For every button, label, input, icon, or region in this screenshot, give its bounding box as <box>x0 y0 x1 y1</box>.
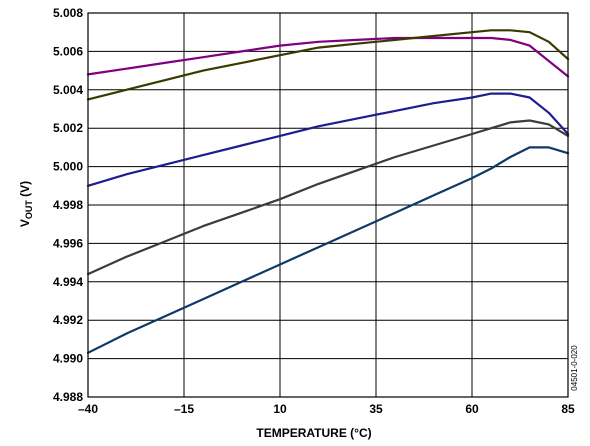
y-tick-label: 4.994 <box>53 275 83 289</box>
x-tick-label: –40 <box>78 402 98 416</box>
y-tick-label: 4.996 <box>53 236 83 250</box>
x-axis-tick-labels: –40 –15 10 35 60 85 <box>78 402 575 416</box>
plot-series <box>86 29 570 354</box>
y-tick-label: 5.008 <box>53 6 83 20</box>
y-axis-tick-labels: 4.988 4.990 4.992 4.994 4.996 4.998 5.000 5.002… <box>53 6 83 404</box>
x-tick-label: 35 <box>369 402 383 416</box>
series-line-5 <box>86 146 570 354</box>
series-line-3 <box>86 92 570 187</box>
y-tick-label: 5.000 <box>53 160 83 174</box>
y-tick-label: 4.998 <box>53 198 83 212</box>
x-tick-label: –15 <box>174 402 194 416</box>
figure-id: 04501-0-020 <box>570 345 579 391</box>
y-tick-label: 4.992 <box>53 313 83 327</box>
x-axis-title: TEMPERATURE (°C) <box>256 426 371 440</box>
y-axis-title-main: V <box>18 219 32 227</box>
x-tick-label: 85 <box>561 402 575 416</box>
series-line-4 <box>86 119 570 276</box>
x-tick-label: 60 <box>465 402 479 416</box>
y-tick-label: 4.988 <box>53 390 83 404</box>
y-tick-label: 5.004 <box>53 83 83 97</box>
y-axis-title: VOUT (V) <box>18 181 34 227</box>
x-tick-label: 10 <box>273 402 287 416</box>
series-line-2 <box>86 29 570 101</box>
y-tick-label: 5.006 <box>53 44 83 58</box>
y-tick-label: 4.990 <box>53 352 83 366</box>
y-axis-title-unit: (V) <box>18 181 32 200</box>
plot-frame <box>87 12 569 398</box>
y-axis-title-subscript: OUT <box>24 200 34 220</box>
grid-lines <box>87 12 569 398</box>
series-line-1 <box>86 36 570 78</box>
y-tick-label: 5.002 <box>53 121 83 135</box>
